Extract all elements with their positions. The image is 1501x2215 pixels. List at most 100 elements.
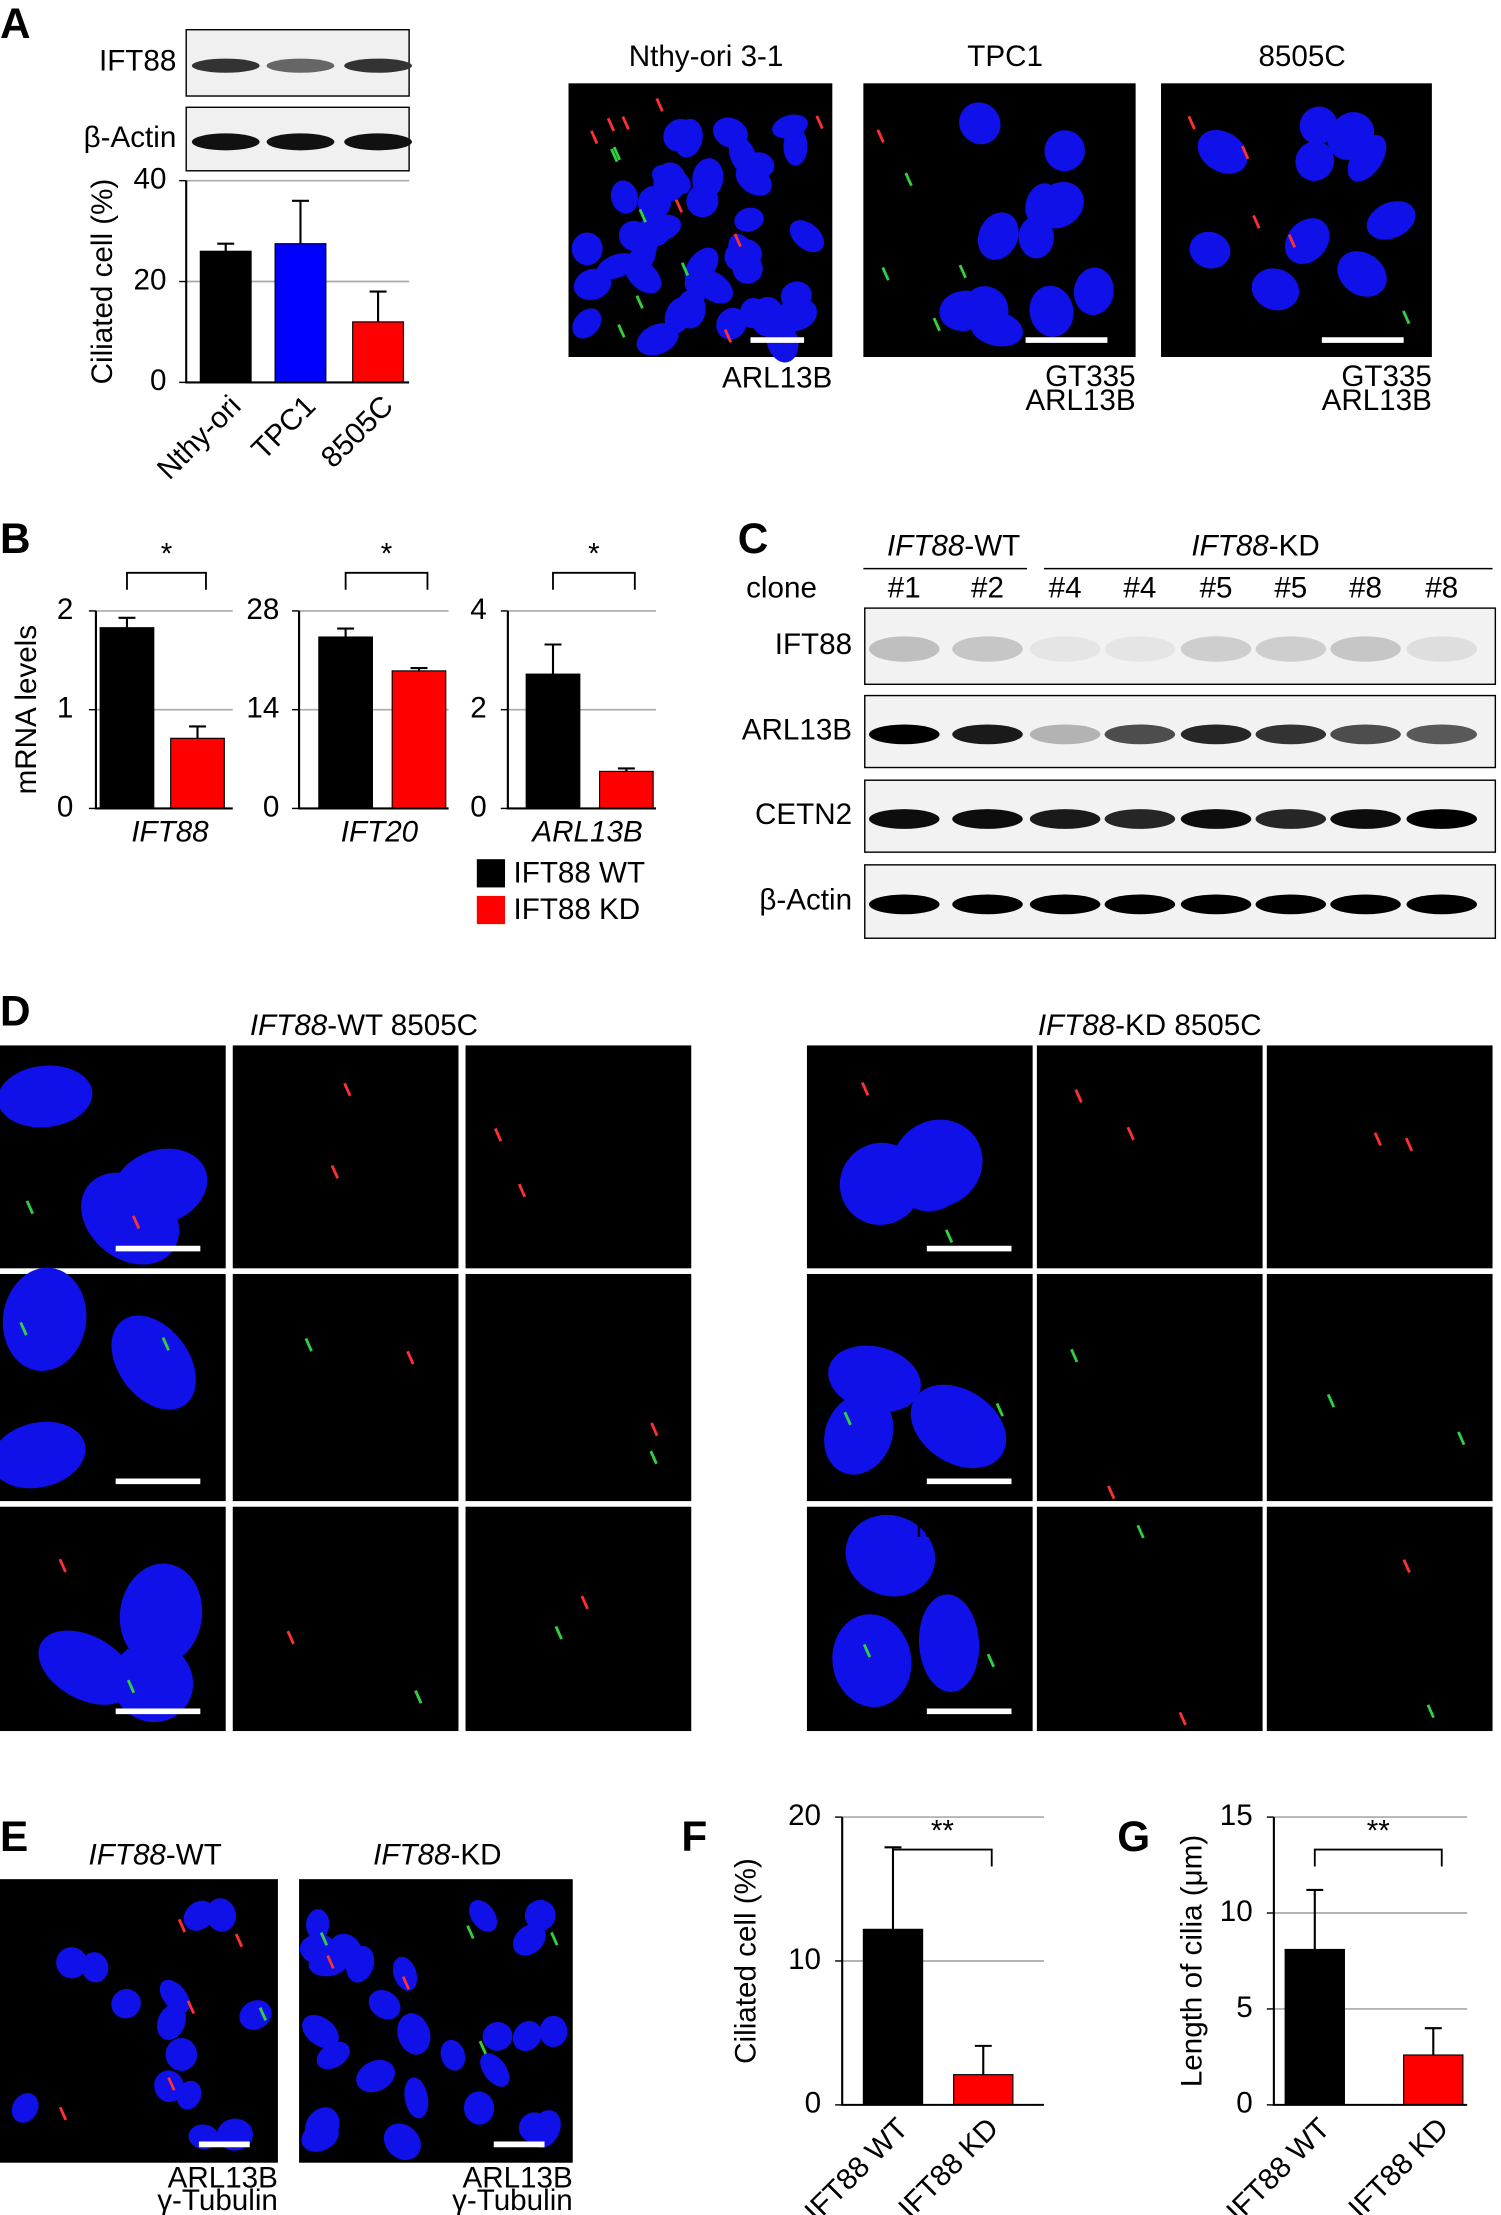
cilium	[25, 1200, 34, 1215]
cilium	[680, 262, 690, 277]
nucleus	[789, 220, 825, 253]
blot-band	[869, 894, 940, 915]
nucleus	[571, 232, 603, 266]
nucleus	[752, 306, 796, 338]
y-tick-label: 0	[1236, 2087, 1252, 2120]
clone-number: #4	[1123, 572, 1156, 605]
cilium	[590, 130, 599, 145]
nucleus	[824, 1393, 894, 1475]
gene-name: IFT88	[1038, 1009, 1116, 1042]
cilium	[406, 1350, 415, 1365]
blot-band	[1104, 809, 1176, 829]
cilium	[1241, 145, 1250, 160]
channel-label: GT335	[1385, 1050, 1476, 1083]
gene-name: IFT88	[887, 529, 965, 562]
cilium	[550, 1931, 559, 1946]
cilium	[186, 2000, 196, 2015]
cilium	[904, 172, 913, 187]
nucleus	[894, 1121, 976, 1212]
nucleus	[1251, 268, 1300, 311]
nucleus	[512, 1923, 546, 1956]
channel-label: GT335	[584, 1278, 675, 1311]
cilium	[343, 1082, 352, 1097]
micrograph	[1036, 1045, 1263, 1269]
bar	[862, 1928, 924, 2106]
significance-label: *	[381, 538, 393, 571]
label-suffix: -KD 8505C	[1115, 1009, 1261, 1042]
cilium	[650, 1422, 659, 1437]
nucleus	[1197, 130, 1248, 174]
error-bar	[1306, 1888, 1324, 1950]
y-tick-label: 20	[134, 263, 167, 296]
cilium	[234, 1933, 244, 1948]
cilium	[177, 1918, 187, 1933]
y-tick-label: 14	[246, 692, 279, 725]
y-tick-label: 0	[470, 790, 486, 823]
x-tick-label: IFT88 KD	[892, 2112, 1005, 2215]
legend-label: IFT88 KD	[514, 893, 641, 926]
cilium	[493, 1127, 503, 1142]
nucleus	[316, 2041, 350, 2070]
blot-band	[952, 724, 1023, 745]
cilium	[1074, 1089, 1083, 1103]
label-suffix: -KD	[450, 1838, 501, 1871]
x-tick-label: 8505C	[315, 389, 400, 474]
clone-number: #5	[1200, 572, 1233, 605]
nucleus	[480, 2053, 510, 2087]
blot-band	[952, 636, 1023, 662]
blot-band	[191, 133, 260, 151]
blot-band	[1180, 809, 1252, 829]
bar	[598, 770, 654, 809]
blot-band	[869, 809, 940, 829]
y-tick-label: 10	[788, 1943, 821, 1976]
nucleus	[684, 267, 720, 299]
legend-swatch	[476, 895, 506, 925]
cilium	[843, 1411, 852, 1426]
error-bar	[189, 725, 206, 739]
nucleus	[783, 127, 808, 166]
blot-band	[1029, 809, 1101, 829]
label-suffix: -WT	[964, 529, 1020, 562]
nucleus	[1044, 130, 1085, 172]
blot-row-label: β-Actin	[84, 121, 177, 154]
y-tick-label: 1	[57, 692, 73, 725]
cilium	[1402, 1559, 1411, 1573]
nucleus	[469, 1900, 498, 1932]
stain-label: GT335	[1341, 360, 1432, 393]
group-header: IFT88-KD	[1191, 529, 1319, 562]
nucleus	[845, 1514, 936, 1597]
cilium	[674, 199, 684, 213]
cilium	[1070, 1348, 1079, 1363]
gene-name: IFT88	[1191, 529, 1269, 562]
y-tick-label: 15	[1220, 1799, 1253, 1832]
image-title: 8505C	[1258, 40, 1345, 73]
y-tick-label: 20	[788, 1799, 821, 1832]
cilium	[635, 295, 644, 309]
y-axis-label: Length of cilia (μm)	[1175, 1835, 1208, 2087]
cilium	[58, 1558, 67, 1573]
micrograph	[465, 1045, 692, 1269]
axis	[1272, 1817, 1468, 2106]
cilium	[286, 1630, 295, 1645]
gene-name: IFT88	[250, 1009, 328, 1042]
axis	[506, 610, 656, 810]
cilium	[414, 1689, 423, 1704]
error-bar	[337, 627, 355, 638]
image-title: Nthy-ori 3-1	[629, 40, 784, 73]
group-header: IFT88-WT	[887, 529, 1020, 562]
blot-band	[1180, 724, 1252, 745]
cilium	[638, 208, 647, 223]
error-bar	[974, 2044, 992, 2075]
x-tick-label: IFT88 KD	[1342, 2112, 1455, 2215]
nucleus	[111, 1988, 141, 2019]
bar	[318, 636, 373, 809]
cilium	[815, 115, 824, 130]
blot-band	[1029, 894, 1101, 915]
channel-label: IFT88	[364, 1050, 441, 1083]
cilium	[58, 2106, 68, 2121]
gene-name: IFT88	[373, 1838, 451, 1871]
nucleus	[440, 2039, 466, 2071]
channel-label: Merged	[915, 1278, 1015, 1311]
channel-label: Merged	[108, 1278, 208, 1311]
group-header: IFT88-WT 8505C	[250, 1009, 478, 1042]
